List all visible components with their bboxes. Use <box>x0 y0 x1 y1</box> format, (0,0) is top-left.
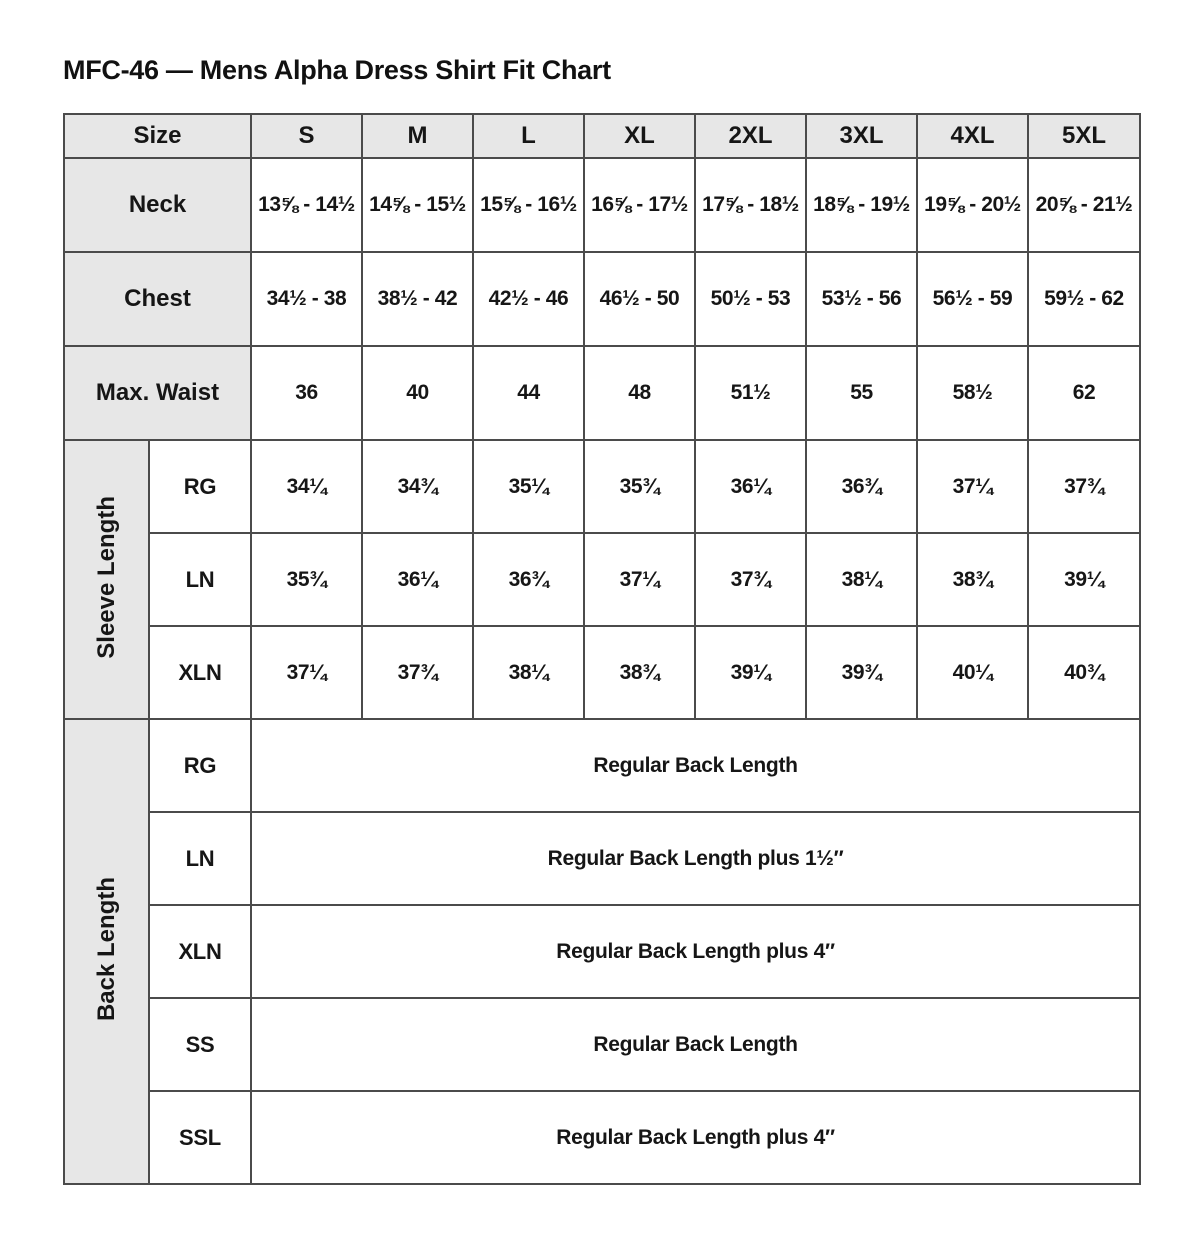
size-header-l: L <box>472 113 585 159</box>
back-ss-row: SS Regular Back Length <box>64 997 1141 1092</box>
sleeve-xln-value: 39¼ <box>694 625 807 720</box>
chest-value: 46½ - 50 <box>583 251 696 347</box>
sleeve-rg-value: 36¼ <box>694 439 807 534</box>
sleeve-rg-row: Sleeve Length RG 34¼ 34¾ 35¼ 35¾ 36¼ 36¾… <box>63 439 1141 720</box>
back-ss-description: Regular Back Length <box>250 997 1141 1092</box>
sleeve-xln-value: 40¼ <box>916 625 1029 720</box>
size-header-5xl: 5XL <box>1027 113 1141 159</box>
sleeve-ln-code: LN <box>148 532 252 627</box>
back-xln-description: Regular Back Length plus 4″ <box>250 904 1141 999</box>
neck-value: 20⅝ - 21½ <box>1027 157 1141 253</box>
max-waist-value: 48 <box>583 345 696 441</box>
neck-value: 13⅝ - 14½ <box>250 157 363 253</box>
sleeve-xln-value: 38¼ <box>472 625 585 720</box>
back-ssl-code: SSL <box>148 1090 252 1185</box>
sleeve-xln-value: 37¾ <box>361 625 474 720</box>
neck-value: 17⅝ - 18½ <box>694 157 807 253</box>
sleeve-rg-value: 34¾ <box>361 439 474 534</box>
sleeve-ln-value: 38¾ <box>916 532 1029 627</box>
back-length-vertical-text: Back Length <box>92 876 120 1022</box>
sleeve-rg-value: 36¾ <box>805 439 918 534</box>
chest-value: 34½ - 38 <box>250 251 363 347</box>
max-waist-row: Max. Waist 36 40 44 48 51½ 55 58½ 62 <box>63 345 1141 441</box>
sleeve-length-group-label: Sleeve Length <box>63 439 150 720</box>
back-ln-description: Regular Back Length plus 1½″ <box>250 811 1141 906</box>
size-column-header: Size <box>63 113 252 159</box>
sleeve-xln-value: 40¾ <box>1027 625 1141 720</box>
fit-chart-table: Size S M L XL 2XL 3XL 4XL 5XL Neck 13⅝ -… <box>63 113 1141 1185</box>
sleeve-xln-value: 37¼ <box>250 625 363 720</box>
neck-value: 18⅝ - 19½ <box>805 157 918 253</box>
sleeve-xln-row: XLN 37¼ 37¾ 38¼ 38¾ 39¼ 39¾ 40¼ 40¾ <box>64 625 1141 720</box>
max-waist-value: 40 <box>361 345 474 441</box>
back-xln-row: XLN Regular Back Length plus 4″ <box>64 904 1141 999</box>
chest-value: 38½ - 42 <box>361 251 474 347</box>
back-ssl-row: SSL Regular Back Length plus 4″ <box>64 1090 1141 1185</box>
sleeve-ln-row: LN 35¾ 36¼ 36¾ 37¼ 37¾ 38¼ 38¾ 39¼ <box>64 532 1141 627</box>
sleeve-xln-value: 39¾ <box>805 625 918 720</box>
neck-value: 15⅝ - 16½ <box>472 157 585 253</box>
max-waist-value: 55 <box>805 345 918 441</box>
sleeve-ln-value: 35¾ <box>250 532 363 627</box>
chest-value: 59½ - 62 <box>1027 251 1141 347</box>
back-ln-code: LN <box>148 811 252 906</box>
sleeve-rg-value: 37¼ <box>916 439 1029 534</box>
back-ln-row: LN Regular Back Length plus 1½″ <box>64 811 1141 906</box>
chest-row: Chest 34½ - 38 38½ - 42 42½ - 46 46½ - 5… <box>63 251 1141 347</box>
sleeve-ln-value: 36¼ <box>361 532 474 627</box>
header-row: Size S M L XL 2XL 3XL 4XL 5XL <box>63 113 1141 159</box>
page-title: MFC-46 — Mens Alpha Dress Shirt Fit Char… <box>63 55 611 85</box>
sleeve-rg-value: 37¾ <box>1027 439 1141 534</box>
back-xln-code: XLN <box>148 904 252 999</box>
neck-value: 14⅝ - 15½ <box>361 157 474 253</box>
max-waist-value: 51½ <box>694 345 807 441</box>
size-header-xl: XL <box>583 113 696 159</box>
sleeve-length-vertical-text: Sleeve Length <box>92 495 120 659</box>
neck-row: Neck 13⅝ - 14½ 14⅝ - 15½ 15⅝ - 16½ 16⅝ -… <box>63 157 1141 253</box>
back-length-group-label: Back Length <box>63 718 150 1185</box>
max-waist-value: 36 <box>250 345 363 441</box>
chest-value: 53½ - 56 <box>805 251 918 347</box>
sleeve-rg-value: 34¼ <box>250 439 363 534</box>
sleeve-ln-value: 37¼ <box>583 532 696 627</box>
back-ss-code: SS <box>148 997 252 1092</box>
sleeve-ln-value: 36¾ <box>472 532 585 627</box>
sleeve-ln-value: 37¾ <box>694 532 807 627</box>
back-rg-row: Back Length RG Regular Back Length <box>63 718 1141 1185</box>
back-rg-code: RG <box>148 718 252 813</box>
neck-value: 16⅝ - 17½ <box>583 157 696 253</box>
sleeve-xln-value: 38¾ <box>583 625 696 720</box>
back-ssl-description: Regular Back Length plus 4″ <box>250 1090 1141 1185</box>
size-header-4xl: 4XL <box>916 113 1029 159</box>
neck-label: Neck <box>63 157 252 253</box>
sleeve-rg-value: 35¼ <box>472 439 585 534</box>
max-waist-value: 44 <box>472 345 585 441</box>
neck-value: 19⅝ - 20½ <box>916 157 1029 253</box>
size-header-m: M <box>361 113 474 159</box>
sleeve-rg-code: RG <box>148 439 252 534</box>
size-header-3xl: 3XL <box>805 113 918 159</box>
sleeve-xln-code: XLN <box>148 625 252 720</box>
size-header-s: S <box>250 113 363 159</box>
back-rg-description: Regular Back Length <box>250 718 1141 813</box>
max-waist-value: 62 <box>1027 345 1141 441</box>
sleeve-ln-value: 39¼ <box>1027 532 1141 627</box>
chest-value: 50½ - 53 <box>694 251 807 347</box>
max-waist-label: Max. Waist <box>63 345 252 441</box>
size-header-2xl: 2XL <box>694 113 807 159</box>
sleeve-ln-value: 38¼ <box>805 532 918 627</box>
chest-label: Chest <box>63 251 252 347</box>
sleeve-rg-value: 35¾ <box>583 439 696 534</box>
chest-value: 42½ - 46 <box>472 251 585 347</box>
chest-value: 56½ - 59 <box>916 251 1029 347</box>
max-waist-value: 58½ <box>916 345 1029 441</box>
